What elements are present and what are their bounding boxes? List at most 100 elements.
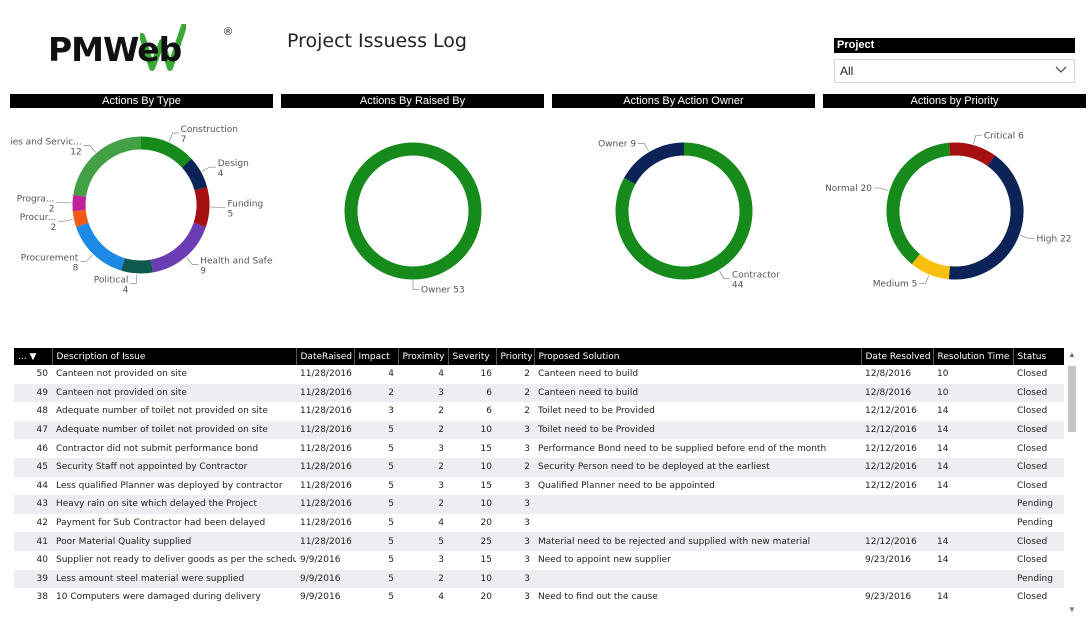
slice-high[interactable]: [948, 155, 1024, 280]
slice-design[interactable]: [181, 158, 208, 191]
table-cell-resolution-time: 10: [933, 383, 1013, 403]
scroll-down-icon[interactable]: ▼: [1068, 605, 1076, 614]
table-row[interactable]: 43 Heavy rain on site which delayed the P…: [14, 495, 1064, 514]
table-cell-priority: 3: [496, 439, 534, 458]
table-row[interactable]: 39 Less amount steel material were suppli…: [14, 569, 1064, 589]
table-cell-date-resolved: 12/8/2016: [861, 383, 933, 403]
slice-procur[interactable]: [72, 209, 89, 227]
table-row[interactable]: 38 10 Computers were damaged during deliv…: [14, 588, 1064, 607]
table-cell-dateraised: 11/28/2016: [296, 457, 354, 477]
slice-critical[interactable]: [949, 142, 996, 167]
project-dropdown[interactable]: All: [834, 59, 1075, 83]
table-scrollbar[interactable]: ▲ ▼: [1066, 348, 1078, 618]
leader-line: [719, 270, 730, 279]
column-header-resolution-time[interactable]: Resolution Time: [933, 348, 1014, 365]
slice-label: Utilities and Servic...: [10, 138, 82, 148]
table-cell-index: 42: [14, 513, 52, 533]
table-cell-priority: 3: [496, 550, 534, 570]
leader-line: [80, 254, 93, 262]
table-cell-status: Closed: [1013, 532, 1064, 551]
table-cell-proposed-solution: Toilet need to be Provided: [534, 420, 861, 440]
table-cell-description-of-issue: Less qualified Planner was deployed by c…: [52, 476, 296, 496]
slice-progra[interactable]: [72, 194, 87, 212]
project-dropdown-value: All: [840, 64, 854, 78]
table-row[interactable]: 50 Canteen not provided on site 11/28/2016…: [14, 365, 1064, 384]
table-cell-description-of-issue: Adequate number of toilet not provided o…: [52, 420, 296, 440]
slice-label: Normal 20: [825, 184, 872, 194]
column-header-proximity[interactable]: Proximity: [398, 348, 449, 365]
chevron-down-icon[interactable]: [1054, 63, 1068, 77]
table-row[interactable]: 46 Contractor did not submit performance …: [14, 439, 1064, 458]
leader-line: [130, 274, 138, 284]
slice-normal[interactable]: [886, 142, 951, 265]
table-cell-proximity: 2: [398, 457, 448, 477]
leader-line: [919, 275, 930, 285]
slice-label: Political: [94, 275, 129, 285]
slice-value: 8: [73, 263, 79, 273]
table-cell-severity: 20: [448, 513, 496, 533]
column-header-status[interactable]: Status: [1013, 348, 1064, 365]
table-cell-impact: 5: [354, 457, 398, 477]
leader-line: [186, 257, 199, 265]
column-header-index[interactable]: ... ▼: [14, 348, 53, 365]
leader-line: [412, 280, 419, 290]
table-cell-description-of-issue: Canteen not provided on site: [52, 383, 296, 403]
table-cell-proposed-solution: [534, 495, 861, 514]
slice-owner[interactable]: [624, 142, 685, 185]
slice-contractor[interactable]: [615, 142, 753, 280]
slice-label: Owner 9: [598, 139, 636, 149]
table-cell-date-resolved: 12/12/2016: [861, 532, 933, 551]
table-cell-proximity: 2: [398, 402, 448, 421]
scroll-up-icon[interactable]: ▲: [1068, 350, 1076, 359]
slice-procurement[interactable]: [76, 222, 126, 271]
table-cell-impact: 5: [354, 550, 398, 570]
table-cell-date-resolved: 12/12/2016: [861, 439, 933, 458]
table-cell-resolution-time: 14: [933, 588, 1013, 607]
column-header-description-of-issue[interactable]: Description of Issue: [52, 348, 297, 365]
scrollbar-thumb[interactable]: [1068, 366, 1076, 432]
table-row[interactable]: 45 Security Staff not appointed by Contra…: [14, 457, 1064, 477]
slice-health-and-safet[interactable]: [150, 222, 206, 273]
table-cell-description-of-issue: 10 Computers were damaged during deliver…: [52, 588, 296, 607]
table-cell-status: Closed: [1013, 476, 1064, 496]
table-cell-proximity: 2: [398, 569, 448, 589]
table-cell-priority: 3: [496, 476, 534, 496]
slice-funding[interactable]: [193, 186, 210, 227]
table-row[interactable]: 44 Less qualified Planner was deployed by…: [14, 476, 1064, 496]
chart-title: Actions By Raised By: [281, 94, 544, 108]
slice-utilities-and-servic[interactable]: [73, 136, 142, 198]
slice-political[interactable]: [120, 258, 154, 274]
column-header-impact[interactable]: Impact: [354, 348, 399, 365]
slice-label: Funding: [227, 199, 263, 209]
slice-construction[interactable]: [140, 136, 192, 168]
column-header-dateraised[interactable]: DateRaised: [296, 348, 355, 365]
slice-owner[interactable]: [344, 142, 482, 280]
table-row[interactable]: 41 Poor Material Quality supplied 11/28/20…: [14, 532, 1064, 551]
leader-line: [201, 166, 216, 172]
table-cell-dateraised: 11/28/2016: [296, 476, 354, 496]
table-row[interactable]: 48 Adequate number of toilet not provided…: [14, 402, 1064, 421]
table-cell-index: 46: [14, 439, 52, 458]
table-cell-index: 45: [14, 457, 52, 477]
table-cell-priority: 3: [496, 532, 534, 551]
table-cell-status: Closed: [1013, 383, 1064, 403]
table-cell-status: Closed: [1013, 588, 1064, 607]
table-cell-dateraised: 9/9/2016: [296, 588, 354, 607]
column-header-proposed-solution[interactable]: Proposed Solution: [534, 348, 862, 365]
slice-label: High 22: [1037, 234, 1072, 244]
table-row[interactable]: 47 Adequate number of toilet not provided…: [14, 420, 1064, 440]
table-cell-date-resolved: [861, 513, 933, 533]
table-cell-dateraised: 11/28/2016: [296, 420, 354, 440]
column-header-priority[interactable]: Priority: [496, 348, 535, 365]
column-header-severity[interactable]: Severity: [448, 348, 497, 365]
slice-medium[interactable]: [911, 253, 951, 280]
table-cell-resolution-time: 14: [933, 550, 1013, 570]
table-cell-severity: 10: [448, 569, 496, 589]
table-row[interactable]: 42 Payment for Sub Contractor had been de…: [14, 513, 1064, 533]
table-cell-dateraised: 11/28/2016: [296, 532, 354, 551]
table-cell-description-of-issue: Supplier not ready to deliver goods as p…: [52, 550, 296, 570]
table-cell-dateraised: 11/28/2016: [296, 365, 354, 384]
table-row[interactable]: 40 Supplier not ready to deliver goods as…: [14, 550, 1064, 570]
column-header-date-resolved[interactable]: Date Resolved: [861, 348, 934, 365]
table-row[interactable]: 49 Canteen not provided on site 11/28/2016…: [14, 383, 1064, 403]
